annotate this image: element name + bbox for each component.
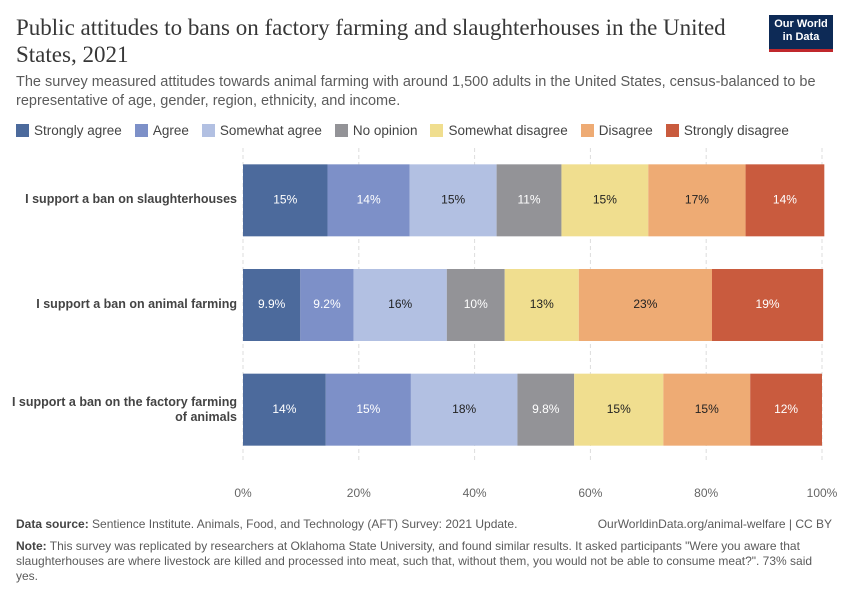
- bar-segment: [574, 373, 664, 446]
- source: Data source: Sentience Institute. Animal…: [16, 517, 517, 531]
- value-label: 15%: [356, 402, 380, 416]
- note-label: Note:: [16, 539, 47, 553]
- legend-swatch: [580, 124, 594, 137]
- value-label: 10%: [464, 297, 488, 311]
- legend-label: Strongly agree: [34, 123, 122, 138]
- bar-segment: [750, 373, 822, 446]
- bar-segment: [327, 164, 410, 237]
- value-label: 9.8%: [532, 402, 560, 416]
- bar-segment: [517, 373, 575, 446]
- legend-label: Agree: [152, 123, 189, 138]
- bar-segment: [409, 164, 497, 237]
- bar-segment: [745, 164, 825, 237]
- chart-subtitle: The survey measured attitudes towards an…: [16, 74, 816, 109]
- logo[interactable]: Our World in Data: [769, 15, 833, 52]
- source-label: Data source:: [16, 517, 89, 531]
- legend-swatch: [16, 124, 29, 137]
- chart-title: Public attitudes to bans on factory farm…: [16, 15, 726, 67]
- value-label: 15%: [273, 193, 297, 207]
- bar-segment: [353, 269, 447, 341]
- value-label: 19%: [756, 297, 780, 311]
- bar-segment: [496, 164, 562, 237]
- bar-segment: [243, 164, 328, 237]
- legend-item: Disagree: [580, 123, 653, 138]
- category-label: I support a ban on animal farming: [36, 297, 237, 311]
- source-text: Sentience Institute. Animals, Food, and …: [92, 517, 518, 531]
- x-tick-label: 0%: [234, 486, 252, 500]
- bar-segment: [243, 373, 326, 446]
- value-label: 15%: [441, 193, 465, 207]
- legend-item: Strongly agree: [16, 123, 122, 138]
- value-label: 12%: [774, 402, 798, 416]
- bar-segment: [648, 164, 746, 237]
- bar-segment: [711, 269, 824, 341]
- logo-line: in Data: [782, 31, 820, 43]
- bar-segment: [663, 373, 751, 446]
- value-label: 13%: [530, 297, 554, 311]
- value-label: 15%: [695, 402, 719, 416]
- value-label: 23%: [633, 297, 657, 311]
- bar-segment: [504, 269, 579, 341]
- value-label: 18%: [452, 402, 476, 416]
- value-label: 15%: [607, 402, 631, 416]
- note: Note: This survey was replicated by rese…: [16, 539, 831, 584]
- value-label: 14%: [357, 193, 381, 207]
- legend-label: No opinion: [352, 123, 418, 138]
- value-label: 14%: [272, 402, 296, 416]
- legend-label: Strongly disagree: [683, 123, 789, 138]
- value-label: 16%: [388, 297, 412, 311]
- legend-item: Somewhat disagree: [430, 123, 568, 138]
- category-label: I support a ban on slaughterhouses: [25, 192, 237, 207]
- legend-item: Somewhat agree: [201, 123, 322, 138]
- x-tick-label: 80%: [694, 486, 718, 500]
- bar-segment: [410, 373, 518, 446]
- url[interactable]: OurWorldinData.org/animal-welfare | CC B…: [597, 517, 832, 531]
- value-label: 14%: [773, 193, 797, 207]
- bar-segment: [243, 269, 301, 341]
- legend-swatch: [334, 124, 348, 137]
- legend-swatch: [430, 124, 444, 137]
- category-label: I support a ban on the factory farming o…: [11, 394, 237, 424]
- legend-swatch: [134, 124, 148, 137]
- legend-label: Somewhat disagree: [448, 123, 568, 138]
- x-tick-label: 60%: [578, 486, 602, 500]
- bar-segment: [300, 269, 354, 341]
- bar-segment: [578, 269, 712, 341]
- logo-line: Our World: [774, 18, 828, 30]
- legend-item: Strongly disagree: [665, 123, 789, 138]
- legend-item: No opinion: [334, 123, 418, 138]
- legend-swatch: [665, 124, 679, 137]
- legend-label: Somewhat agree: [219, 123, 322, 138]
- value-label: 15%: [593, 193, 617, 207]
- value-label: 9.9%: [258, 297, 286, 311]
- x-tick-label: 40%: [463, 486, 487, 500]
- value-label: 11%: [517, 193, 540, 207]
- value-label: 9.2%: [313, 297, 341, 311]
- note-text: This survey was replicated by researcher…: [16, 539, 813, 583]
- legend-item: Agree: [134, 123, 189, 138]
- bar-segment: [325, 373, 411, 446]
- bar-segment: [446, 269, 505, 341]
- legend: Strongly agree Agree Somewhat agree No opin…: [16, 123, 789, 138]
- x-tick-label: 20%: [347, 486, 371, 500]
- bar-segment: [561, 164, 649, 237]
- legend-swatch: [201, 124, 215, 137]
- legend-label: Disagree: [598, 123, 653, 138]
- x-tick-label: 100%: [807, 486, 838, 500]
- value-label: 17%: [685, 193, 709, 207]
